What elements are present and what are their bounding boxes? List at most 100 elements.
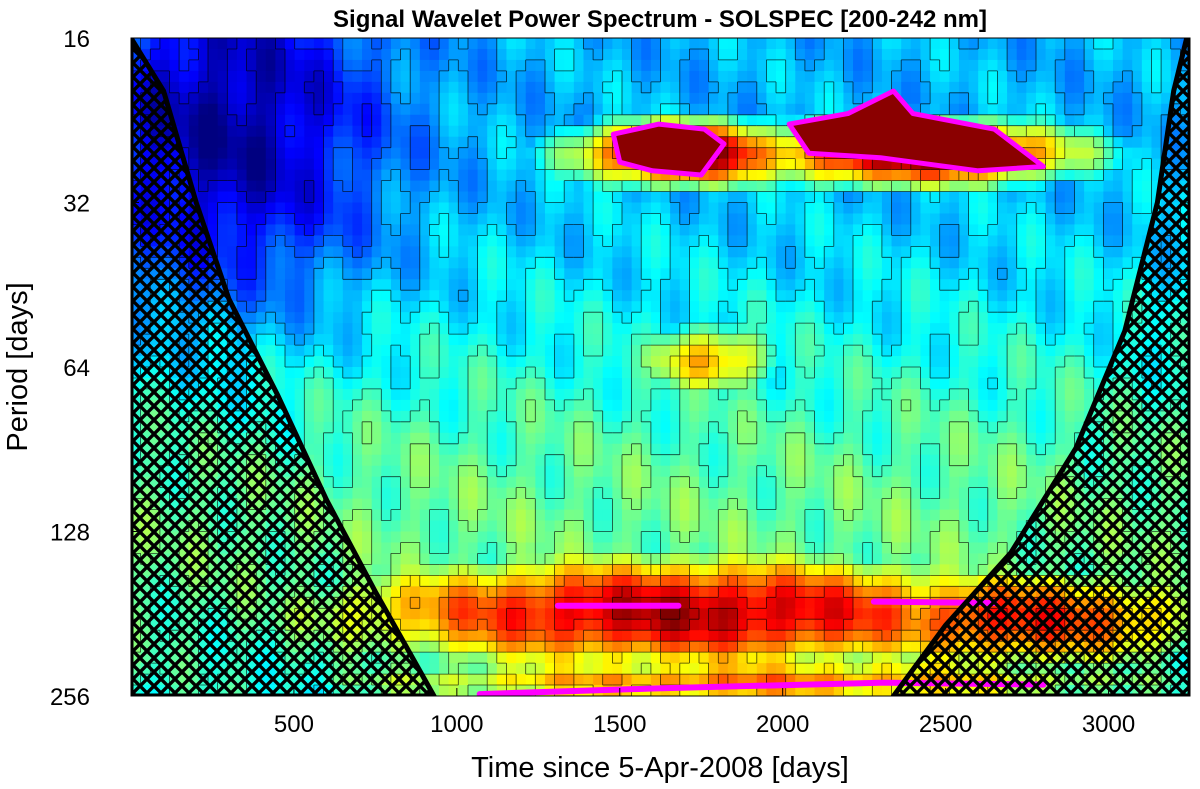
heatmap-cell <box>439 290 450 302</box>
heatmap-cell <box>593 290 604 302</box>
heatmap-cell <box>467 224 479 236</box>
heatmap-cell <box>429 356 440 368</box>
heatmap-cell <box>727 224 739 236</box>
heatmap-cell <box>1026 202 1037 215</box>
heatmap-cell <box>1132 235 1143 247</box>
heatmap-cell <box>699 191 710 204</box>
heatmap-cell <box>766 169 777 182</box>
heatmap-cell <box>265 356 277 368</box>
heatmap-cell <box>881 509 893 522</box>
heatmap-cell <box>727 59 739 72</box>
heatmap-cell <box>371 312 382 324</box>
heatmap-cell <box>881 476 893 489</box>
heatmap-cell <box>593 92 604 105</box>
heatmap-cell <box>1103 246 1114 258</box>
heatmap-cell <box>1007 125 1018 138</box>
heatmap-cell <box>1055 356 1066 368</box>
heatmap-cell <box>419 191 431 204</box>
heatmap-cell <box>756 92 767 105</box>
heatmap-cell <box>747 290 758 302</box>
heatmap-cell <box>1151 169 1162 182</box>
heatmap-cell <box>1074 323 1085 335</box>
heatmap-cell <box>621 103 633 116</box>
heatmap-cell <box>1026 147 1037 160</box>
heatmap-cell <box>323 443 334 456</box>
heatmap-cell <box>824 70 835 83</box>
heatmap-cell <box>208 103 219 116</box>
heatmap-cell <box>814 202 825 215</box>
heatmap-cell <box>333 487 344 500</box>
heatmap-cell <box>862 246 873 258</box>
heatmap-cell <box>496 92 508 105</box>
heatmap-cell <box>1103 323 1114 335</box>
heatmap-cell <box>708 509 719 522</box>
heatmap-cell <box>410 323 421 335</box>
heatmap-cell <box>285 48 296 61</box>
heatmap-cell <box>689 399 700 412</box>
heatmap-cell <box>419 432 431 445</box>
heatmap-cell <box>1084 224 1095 236</box>
heatmap-cell <box>785 498 796 511</box>
heatmap-cell <box>419 257 431 269</box>
heatmap-cell <box>727 125 739 138</box>
heatmap-cell <box>573 92 585 105</box>
heatmap-cell <box>699 345 710 357</box>
heatmap-cell <box>429 421 440 434</box>
heatmap-cell <box>737 465 748 478</box>
heatmap-cell <box>1016 290 1027 302</box>
heatmap-cell <box>313 334 325 346</box>
heatmap-cell <box>872 356 883 368</box>
heatmap-cell <box>477 268 488 280</box>
heatmap-cell <box>901 465 912 478</box>
heatmap-cell <box>1141 103 1153 116</box>
heatmap-cell <box>535 202 546 215</box>
heatmap-cell <box>978 70 989 83</box>
heatmap-cell <box>429 114 440 127</box>
heatmap-cell <box>467 125 479 138</box>
heatmap-cell <box>891 410 902 423</box>
heatmap-cell <box>583 476 594 489</box>
heatmap-cell <box>1026 257 1037 269</box>
heatmap-cell <box>718 114 729 127</box>
heatmap-cell <box>564 92 575 105</box>
heatmap-cell <box>949 421 960 434</box>
heatmap-cell <box>689 268 700 280</box>
heatmap-cell <box>448 432 459 445</box>
heatmap-cell <box>285 114 296 127</box>
heatmap-cell <box>323 114 334 127</box>
heatmap-cell <box>689 410 700 423</box>
heatmap-cell <box>650 465 662 478</box>
heatmap-cell <box>188 125 199 138</box>
heatmap-cell <box>573 377 585 390</box>
heatmap-cell <box>1045 38 1056 50</box>
heatmap-cell <box>650 323 662 335</box>
heatmap-cell <box>342 235 354 247</box>
heatmap-cell <box>1045 125 1056 138</box>
heatmap-cell <box>1035 136 1047 149</box>
heatmap-cell <box>208 224 219 236</box>
heatmap-cell <box>275 158 286 171</box>
heatmap-cell <box>824 421 835 434</box>
heatmap-cell <box>727 334 739 346</box>
heatmap-cell <box>679 59 690 72</box>
heatmap-cell <box>612 334 623 346</box>
heatmap-cell <box>891 421 902 434</box>
heatmap-cell <box>958 498 970 511</box>
heatmap-cell <box>1132 70 1143 83</box>
heatmap-cell <box>785 235 796 247</box>
heatmap-cell <box>612 257 623 269</box>
heatmap-cell <box>727 312 739 324</box>
heatmap-cell <box>1064 279 1076 291</box>
heatmap-cell <box>949 81 960 94</box>
heatmap-cell <box>362 388 373 401</box>
heatmap-cell <box>400 421 411 434</box>
heatmap-cell <box>631 290 642 302</box>
heatmap-cell <box>612 224 623 236</box>
heatmap-cell <box>467 59 479 72</box>
heatmap-cell <box>285 279 296 291</box>
heatmap-cell <box>285 202 296 215</box>
heatmap-cell <box>313 125 325 138</box>
heatmap-cell <box>881 180 893 193</box>
heatmap-cell <box>795 367 806 379</box>
heatmap-cell <box>477 48 488 61</box>
